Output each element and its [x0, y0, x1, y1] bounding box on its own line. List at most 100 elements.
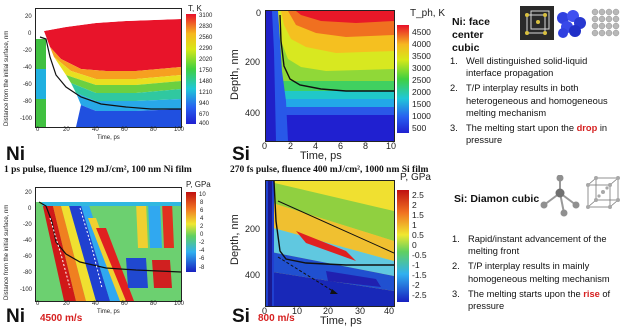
ni-pressure-colorbar-tick: 4: [200, 216, 204, 222]
si-info-item-text-post: of pressure: [468, 288, 611, 312]
ni-info-title: Ni: face center cubic: [452, 16, 512, 55]
ni-pressure-xtick: 100: [174, 301, 185, 307]
si-pressure-colorbar-tick: -1.5: [412, 270, 427, 280]
si-pressure-ytick: 400: [245, 270, 261, 280]
si-pressure-ytick: 200: [245, 224, 261, 234]
si-pressure-ylabel: Depth, nm: [229, 214, 241, 265]
ni-pressure-ytick: 20: [25, 190, 32, 196]
si-info-item-number: 3.: [452, 288, 460, 299]
ni-pressure-colorbar-tick: 2: [200, 224, 204, 230]
si-info-item-text: Rapid/instant advancement of the melting…: [468, 234, 607, 257]
ni-temperature-colorbar-tick: 1750: [199, 68, 213, 74]
ni-info-item: 1. Well distinguished solid-liquid inter…: [450, 55, 620, 79]
si-pressure-xtick: 0: [262, 306, 268, 316]
ni-pressure-map: [36, 188, 181, 301]
ni-temperature-colorbar-tick: 1480: [199, 79, 213, 85]
ni-temperature-ytick: -40: [23, 65, 32, 71]
si-temperature-plot: [265, 10, 395, 142]
ni-temperature-caption: 1 ps pulse, fluence 129 mJ/cm², 100 nm N…: [4, 165, 192, 175]
ni-temperature-plot: [35, 8, 182, 128]
ni-temperature-ylabel: Distance from the initial surface, nm: [4, 30, 10, 126]
si-diamond-lattice-image: [586, 176, 620, 209]
ni-pressure-plot: [35, 187, 182, 302]
si-info-item: 1. Rapid/instant advancement of the melt…: [452, 233, 622, 257]
ni-info-item-emphasis: drop: [576, 123, 598, 134]
ni-temperature-colorbar-tick: 940: [199, 101, 210, 107]
ni-temperature-ytick: 0: [28, 31, 32, 37]
ni-temperature-colorbar-tick: 1210: [199, 90, 213, 96]
ni-temperature-colorbar-title: T, K: [188, 4, 202, 13]
si-pressure-colorbar-title: P, GPa: [400, 172, 431, 183]
ni-temperature-xtick: 40: [92, 127, 99, 133]
si-temperature-ylabel: Depth, nm: [229, 49, 241, 100]
si-pressure-colorbar-tick: 1.5: [412, 210, 424, 220]
ni-pressure-xtick: 40: [92, 301, 99, 307]
ni-temperature-colorbar-tick: 2290: [199, 46, 213, 52]
ni-element-label: Ni: [6, 144, 25, 165]
ni-pressure-colorbar-tick: 0: [200, 232, 204, 238]
ni-pressure-colorbar-title: P, GPa: [186, 180, 211, 189]
ni-pressure-colorbar: [186, 192, 196, 272]
ni-fcc-unit-cell-image: [520, 6, 554, 40]
si-temperature-colorbar-title: T_ph, K: [410, 8, 446, 19]
ni-pressure-ylabel: Distance from the initial surface, nm: [4, 204, 10, 300]
si-temperature-colorbar-tick: 1500: [412, 99, 431, 109]
ni-info-item-text-pre: The melting start upon the: [466, 123, 577, 134]
si-temperature-colorbar-tick: 1000: [412, 111, 431, 121]
si-pressure-colorbar: [397, 190, 409, 302]
ni-temperature-ytick: -80: [23, 99, 32, 105]
ni-info-title-text: Ni: face center cubic: [452, 16, 490, 54]
ni-pressure-xtick: 60: [121, 301, 128, 307]
si-pressure-colorbar-tick: 1: [412, 220, 417, 230]
si-pressure-colorbar-tick: 0.5: [412, 230, 424, 240]
si-pressure-xlabel: Time, ps: [320, 315, 362, 327]
si-info-item: 3. The melting starts upon the rise of p…: [452, 288, 622, 312]
si-temperature-xtick: 0: [262, 141, 268, 151]
si-temperature-xtick: 2: [288, 141, 294, 151]
ni-pressure-colorbar-tick: 8: [200, 200, 204, 206]
ni-pressure-colorbar-tick: -8: [199, 265, 205, 271]
ni-temperature-colorbar-tick: 400: [199, 121, 210, 127]
ni-info-list: 1. Well distinguished solid-liquid inter…: [450, 55, 620, 146]
ni-temperature-ytick: -20: [23, 48, 32, 54]
si-temperature-ytick: 200: [245, 57, 261, 67]
si-temperature-xlabel: Time, ps: [300, 150, 342, 162]
ni-temperature-colorbar-tick: 2560: [199, 35, 213, 41]
si-temperature-colorbar-tick: 500: [412, 123, 427, 133]
ni-fcc-packing-image: [557, 10, 586, 38]
ni-temperature-colorbar-tick: 2830: [199, 24, 213, 30]
ni-pressure-ytick: -20: [23, 222, 32, 228]
si-element-label: Si: [232, 144, 250, 165]
ni-pressure-xtick: 80: [150, 301, 157, 307]
si-temperature-colorbar-tick: 3000: [412, 63, 431, 73]
ni-sound-speed: 4500 m/s: [40, 313, 83, 324]
si-pressure-colorbar-tick: -2: [412, 280, 420, 290]
ni-temperature-xtick: 0: [36, 127, 40, 133]
si-temperature-ytick: 0: [256, 8, 262, 18]
si-info-item: 2. T/P interplay results in mainly homog…: [452, 260, 622, 284]
ni-temperature-xtick: 100: [174, 127, 185, 133]
ni-pressure-colorbar-tick: -6: [199, 256, 205, 262]
ni-temperature-colorbar-tick: 3100: [199, 13, 213, 19]
ni-info-item-number: 2.: [450, 83, 458, 94]
si-temperature-xtick: 6: [338, 141, 344, 151]
ni-temperature-ytick: 20: [25, 14, 32, 20]
si-info-title: Si: Diamon cubic: [454, 193, 540, 205]
si-temperature-colorbar-tick: 4000: [412, 39, 431, 49]
si-temperature-xtick: 8: [363, 141, 369, 151]
ni-pressure-colorbar-tick: -4: [199, 248, 205, 254]
si-info-item-number: 2.: [452, 261, 460, 272]
ni-pressure-xtick: 20: [63, 301, 70, 307]
si-pressure-plot: [265, 180, 395, 307]
ni-pressure-colorbar-tick: 10: [199, 192, 206, 198]
si-pressure-xtick: 20: [323, 306, 334, 316]
ni-temperature-colorbar-tick: 670: [199, 112, 210, 118]
si-temperature-colorbar: [397, 25, 409, 133]
si-pressure-map: [266, 181, 394, 306]
ni-info-item-text: T/P interplay results in both heterogene…: [466, 83, 608, 118]
ni-temperature-colorbar: [186, 14, 196, 124]
ni-info-item-number: 1.: [450, 56, 458, 66]
ni-pressure-xlabel: Time, ps: [97, 309, 120, 315]
ni-temperature-xtick: 20: [63, 127, 70, 133]
ni-pressure-ytick: -100: [20, 287, 33, 293]
